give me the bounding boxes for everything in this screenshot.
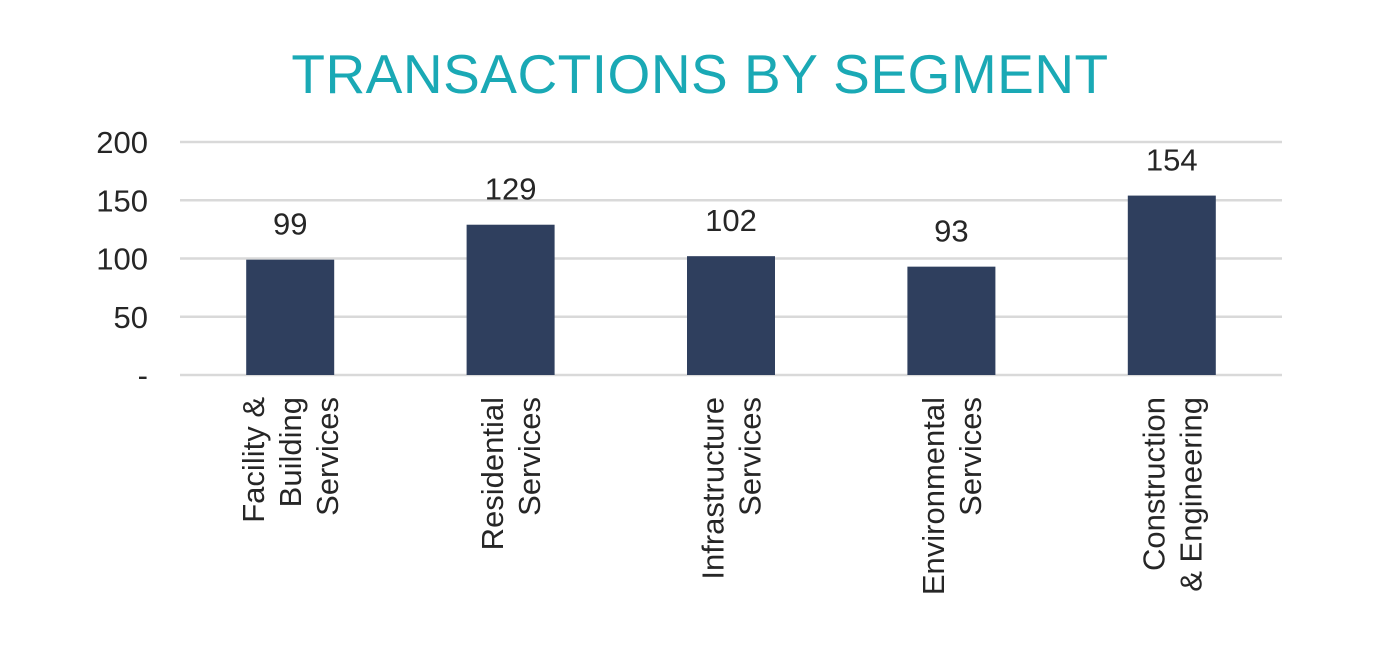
x-tick-label-line: Facility &: [236, 397, 271, 523]
bar: [1127, 195, 1216, 375]
y-tick-label: 150: [96, 183, 148, 218]
data-label: 102: [705, 203, 757, 238]
x-tick-label-line: Construction: [1136, 397, 1171, 571]
data-label: 129: [485, 172, 537, 207]
x-tick-label: Infrastructure Services: [696, 397, 768, 580]
data-label: 99: [273, 207, 307, 242]
chart-title: TRANSACTIONS BY SEGMENT: [291, 43, 1109, 105]
data-label: 154: [1146, 143, 1198, 178]
x-tick-label-line: Infrastructure: [696, 397, 731, 580]
x-tick-label-line: Services: [310, 397, 345, 516]
y-axis-tick-labels: - 50 100 150 200: [96, 125, 148, 393]
bars: [246, 195, 1216, 375]
x-tick-label-line: Environmental: [916, 397, 951, 595]
x-tick-label: Environmental Services: [916, 397, 988, 595]
x-tick-label: Residential Services: [475, 397, 547, 550]
x-tick-label-line: Services: [733, 397, 768, 516]
x-tick-label-line: Services: [512, 397, 547, 516]
x-tick-label-line: & Engineering: [1173, 397, 1208, 592]
y-tick-label: 200: [96, 125, 148, 160]
bar: [687, 256, 775, 375]
x-tick-label-line: Building: [273, 397, 308, 507]
x-tick-label: Facility & Building Services: [236, 397, 345, 523]
data-labels: 99 129 102 93 154: [273, 143, 1198, 249]
bar: [466, 224, 555, 375]
x-tick-label: Construction & Engineering: [1136, 397, 1208, 592]
y-tick-label: -: [138, 358, 148, 393]
bar: [907, 266, 996, 375]
y-tick-label: 100: [96, 242, 148, 277]
data-label: 93: [934, 214, 968, 249]
x-axis-category-labels: Facility & Building Services Residential Ser…: [236, 397, 1208, 595]
x-tick-label-line: Residential: [475, 397, 510, 550]
x-tick-label-line: Services: [953, 397, 988, 516]
y-tick-label: 50: [114, 300, 148, 335]
bar: [246, 259, 335, 375]
